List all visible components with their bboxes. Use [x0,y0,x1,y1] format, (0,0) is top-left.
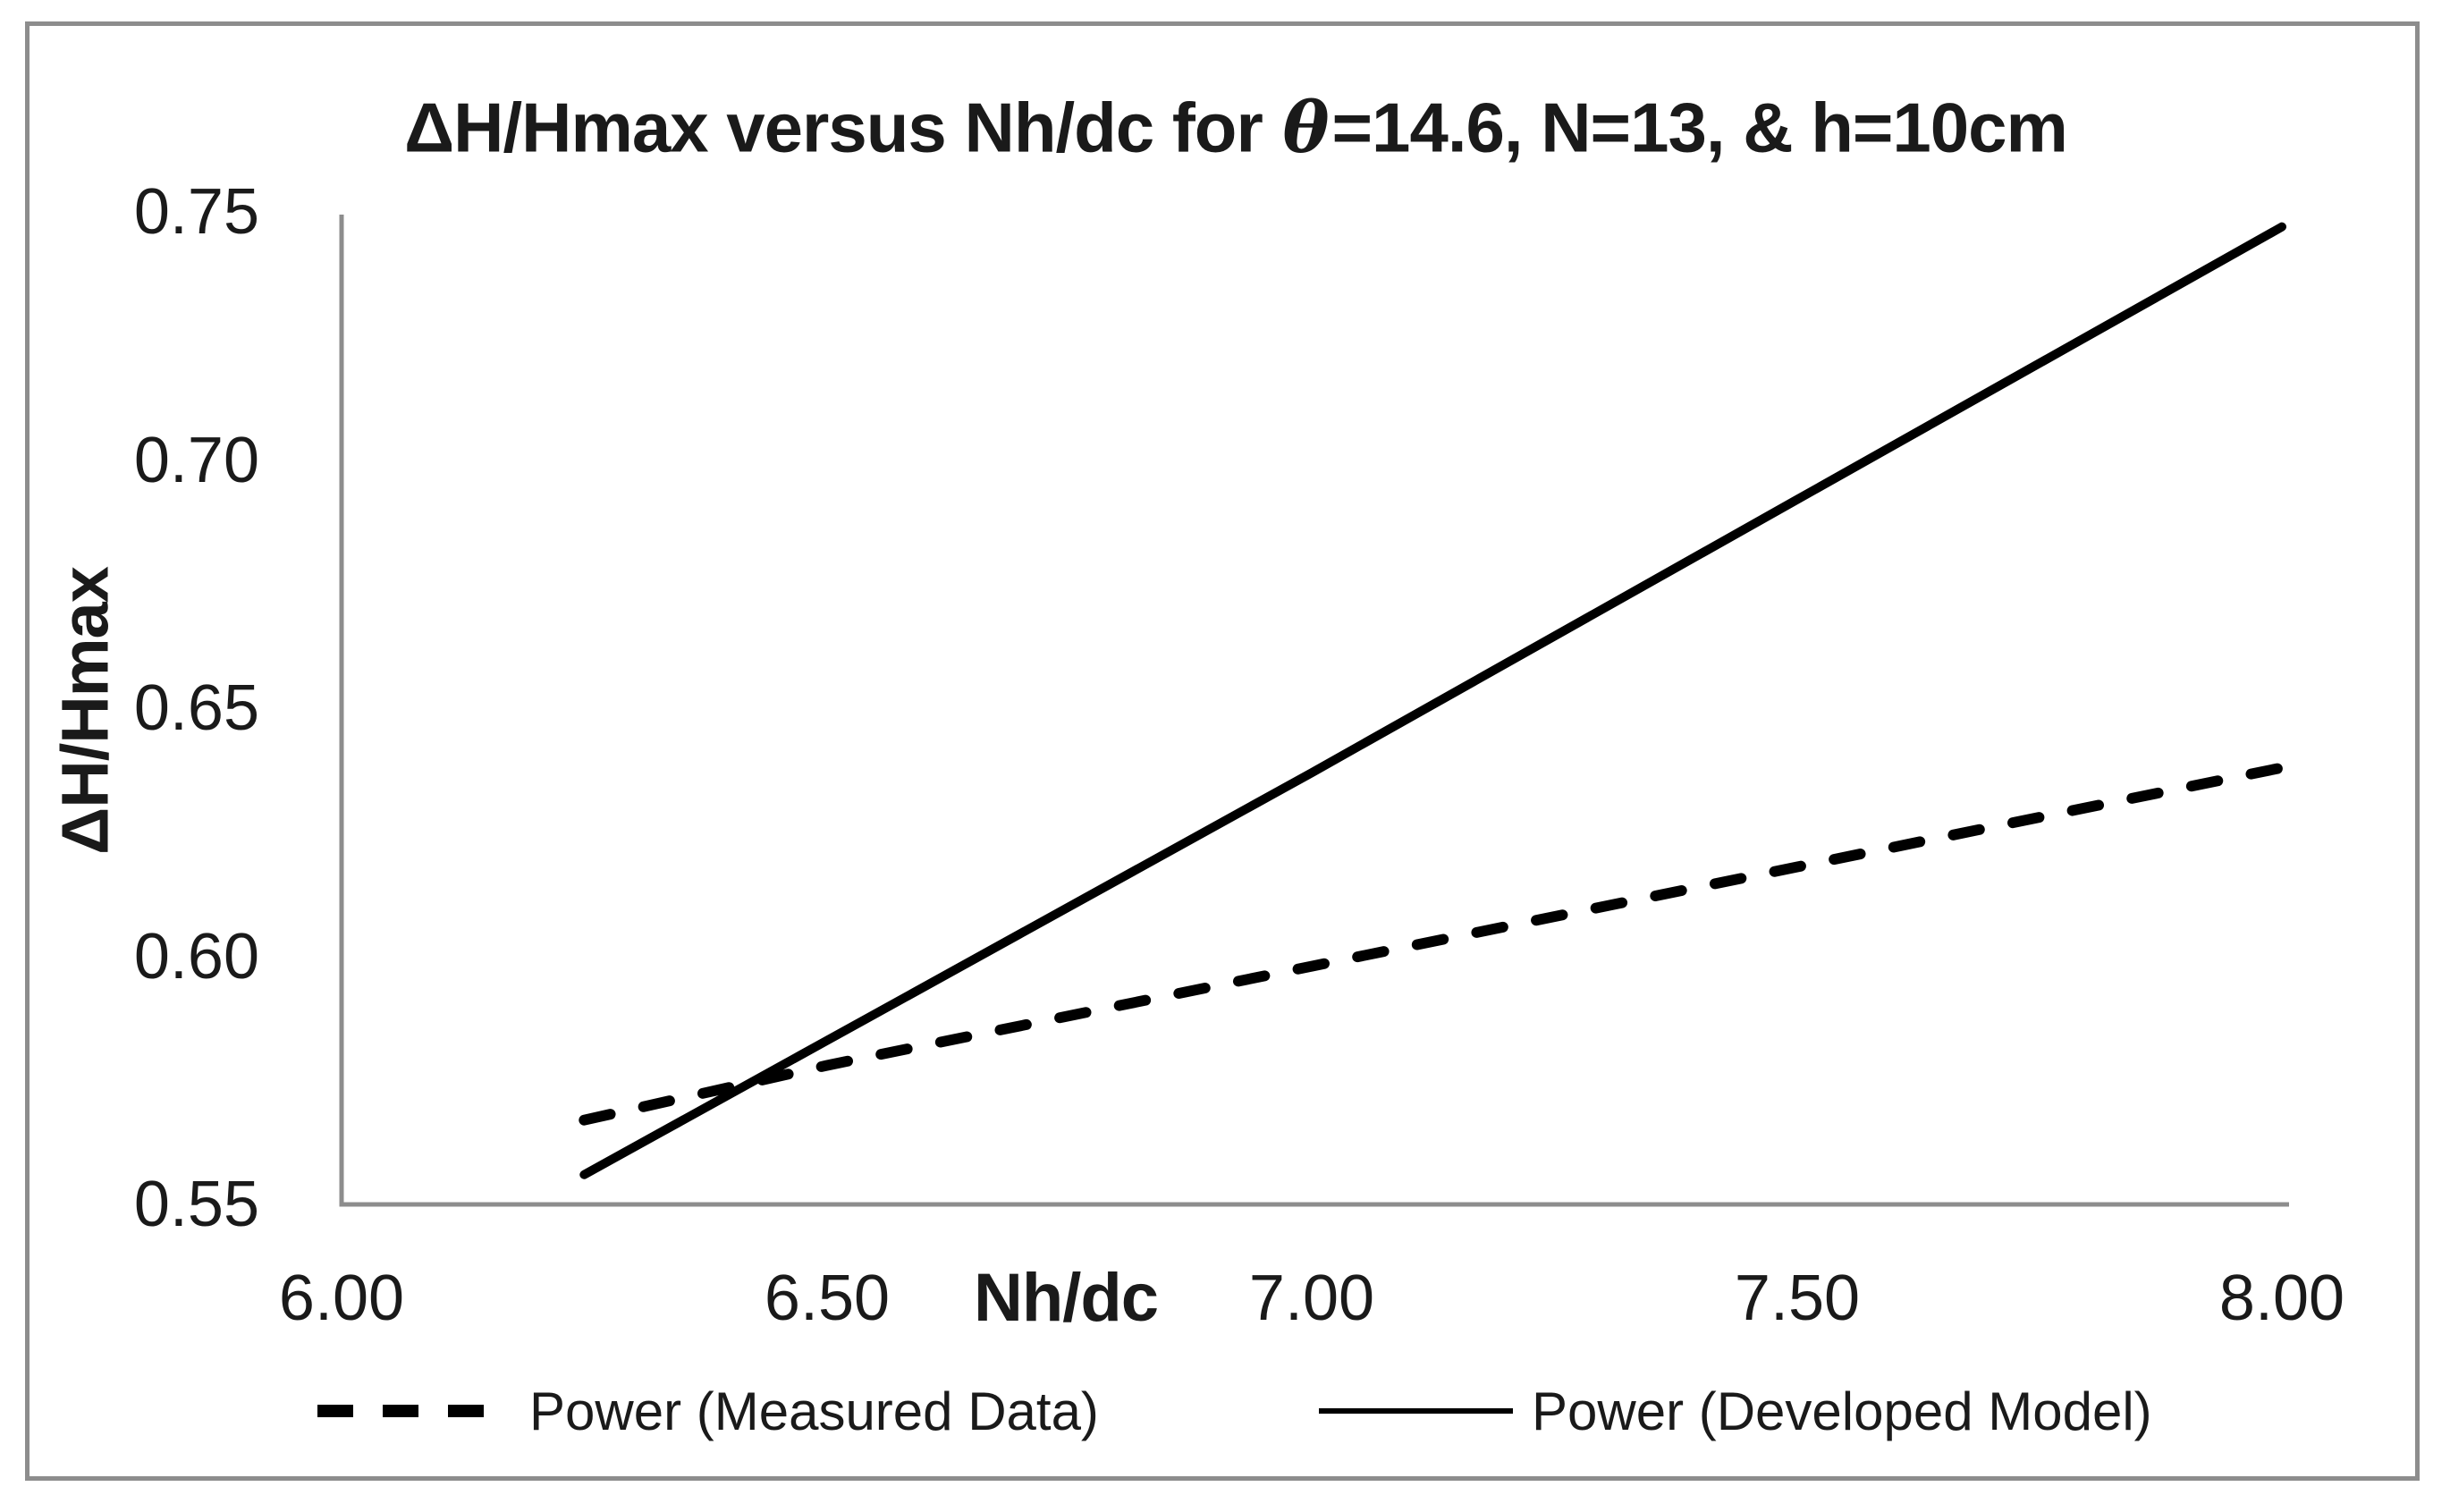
x-tick-label-8.00: 8.00 [2218,1263,2345,1334]
x-tick-label-7.50: 7.50 [1734,1263,1861,1334]
chart-title-theta-symbol: θ [1282,87,1329,169]
y-tick-label-0.70: 0.70 [133,425,259,496]
developed-model-trendline [579,222,2286,1179]
chart-title-part1: ΔH/Hmax versus Nh/dc for [404,88,1281,167]
x-tick-label-6.50: 6.50 [764,1263,891,1334]
y-tick-label-0.55: 0.55 [133,1169,259,1240]
x-tick-label-6.00: 6.00 [278,1263,405,1334]
chart-title-part2: =14.6, N=13, & h=10cm [1331,88,2068,167]
x-axis-title: Nh/dc [973,1260,1159,1336]
x-tick-label-7.00: 7.00 [1248,1263,1375,1334]
y-tick-label-0.75: 0.75 [133,176,259,248]
figure-border [25,21,2420,1481]
y-tick-label-0.60: 0.60 [133,921,259,993]
legend-label-developed-model: Power (Developed Model) [1532,1381,2152,1441]
measured-data-trendline [579,762,2287,1126]
y-tick-label-0.65: 0.65 [133,672,259,744]
chart-title: ΔH/Hmax versus Nh/dc for θ=14.6, N=13, &… [404,87,2068,169]
legend-label-measured-data: Power (Measured Data) [529,1381,1099,1441]
